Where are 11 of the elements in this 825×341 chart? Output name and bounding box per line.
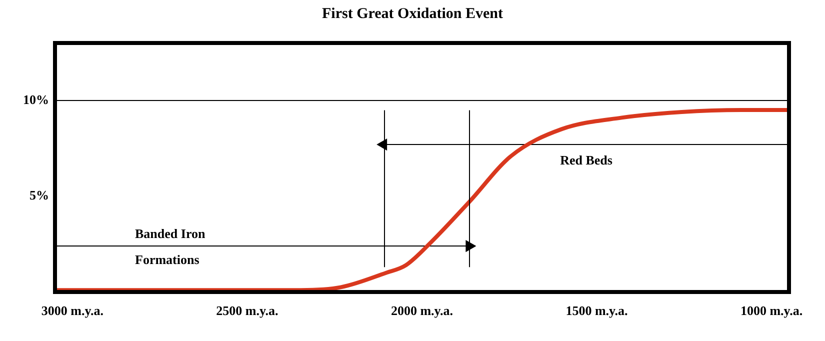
x-tick-label: 2500 m.y.a.: [216, 303, 278, 318]
x-tick-label: 1000 m.y.a.: [740, 303, 803, 318]
line-series: [55, 108, 789, 292]
x-tick-label: 1500 m.y.a.: [566, 303, 628, 318]
chart-title: First Great Oxidation Event: [321, 6, 504, 23]
y-tick-label: 10%: [23, 92, 49, 107]
series-label: Red Beds: [560, 152, 612, 168]
y-tick-label: 5%: [30, 188, 49, 203]
x-tick-label: 3000 m.y.a.: [41, 303, 104, 318]
x-tick-label: 2000 m.y.a.: [390, 303, 454, 318]
series-label: Banded Iron Formations: [135, 226, 206, 268]
